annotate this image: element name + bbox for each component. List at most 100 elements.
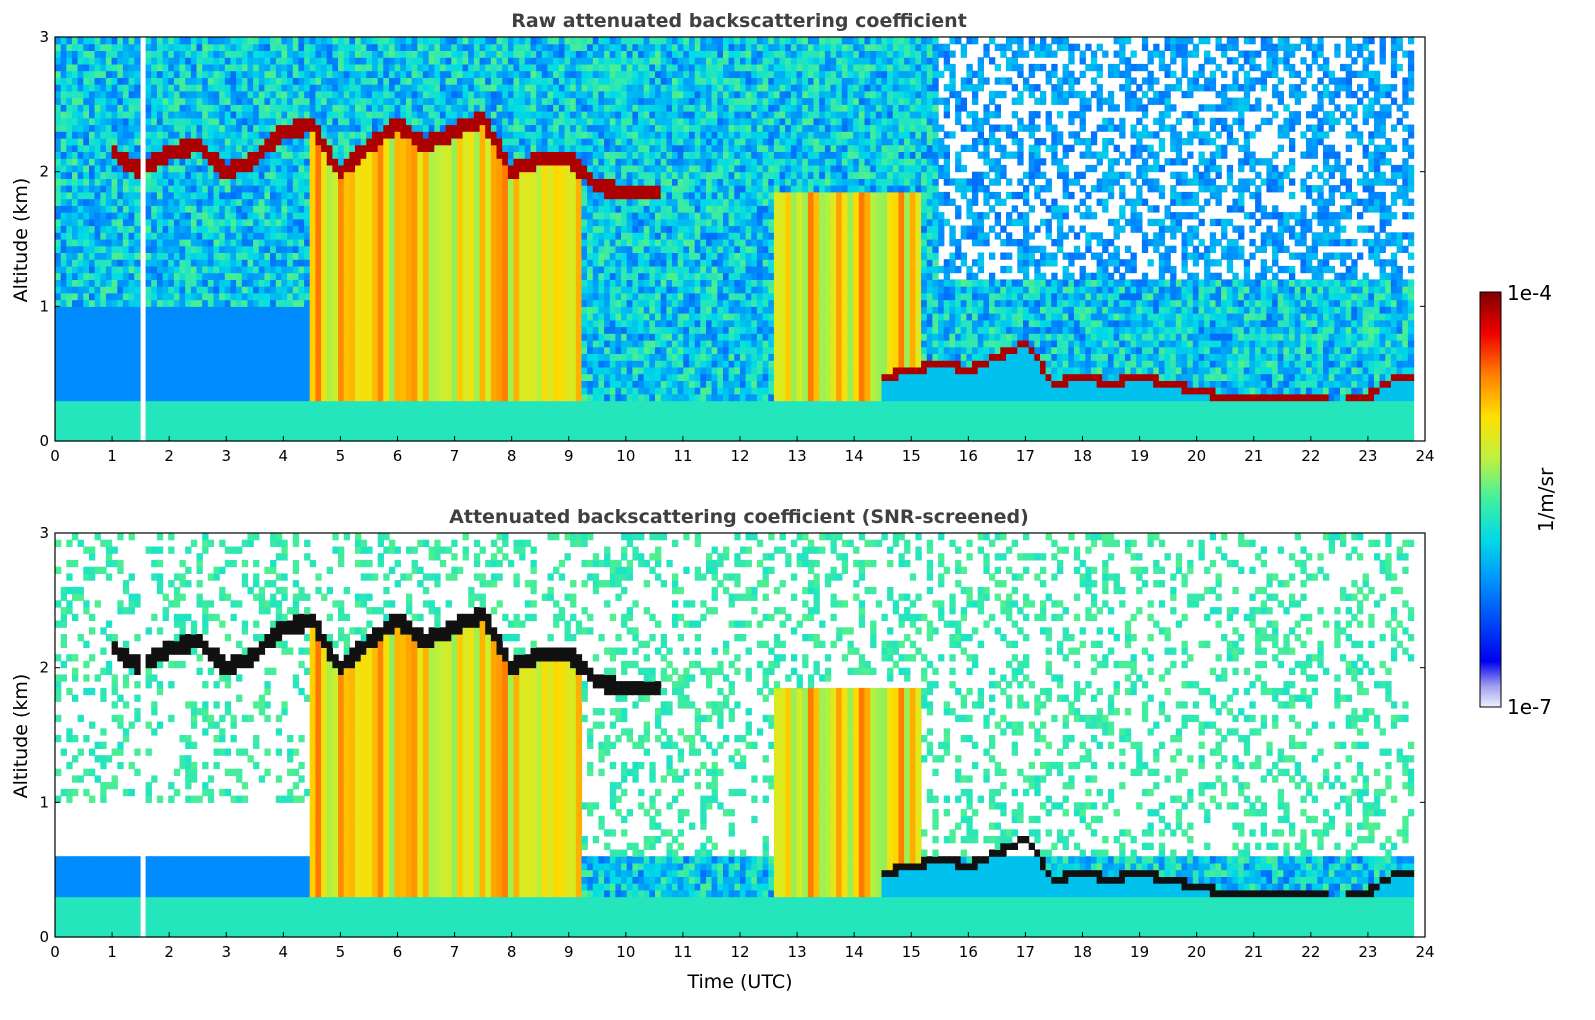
heat-cell: [106, 374, 112, 381]
heat-cell: [197, 313, 203, 320]
heat-cell: [202, 212, 208, 219]
heat-cell: [78, 327, 84, 334]
heat-cell: [168, 77, 174, 84]
heat-cell: [174, 91, 180, 98]
heat-cell: [112, 64, 118, 71]
heat-cell: [202, 354, 208, 361]
heat-cell: [72, 91, 78, 98]
heat-cell: [185, 212, 191, 219]
heat-cell: [112, 158, 118, 165]
heat-cell: [146, 380, 152, 387]
heat-cell: [146, 333, 152, 340]
heat-cell: [180, 293, 186, 300]
heat-cell: [129, 212, 135, 219]
heat-cell: [191, 340, 197, 347]
heat-cell: [174, 394, 180, 401]
heat-cell: [197, 286, 203, 293]
heat-cell: [151, 320, 157, 327]
heat-cell: [185, 192, 191, 199]
heat-cell: [197, 273, 203, 280]
heat-cell: [151, 253, 157, 260]
heat-cell: [151, 205, 157, 212]
heat-cell: [83, 266, 89, 273]
heat-cell: [157, 239, 163, 246]
heat-cell: [151, 306, 157, 313]
heat-cell: [163, 77, 169, 84]
heat-cell: [191, 44, 197, 51]
heat-cell: [83, 145, 89, 152]
heat-cell: [146, 138, 152, 145]
heat-cell: [55, 71, 61, 78]
heat-cell: [191, 253, 197, 260]
heat-cell: [197, 293, 203, 300]
heat-cell: [157, 219, 163, 226]
heat-cell: [191, 118, 197, 125]
heat-cell: [95, 165, 101, 172]
heat-cell: [61, 131, 67, 138]
heat-cell: [89, 286, 95, 293]
heat-cell: [61, 125, 67, 132]
heat-cell: [117, 98, 123, 105]
heat-cell: [72, 64, 78, 71]
heat-cell: [61, 44, 67, 51]
heat-cell: [157, 64, 163, 71]
heat-cell: [61, 360, 67, 367]
heat-cell: [129, 414, 135, 421]
heat-cell: [100, 327, 106, 334]
heat-cell: [83, 205, 89, 212]
heat-cell: [78, 428, 84, 435]
heat-cell: [151, 91, 157, 98]
heat-cell: [95, 340, 101, 347]
heat-cell: [123, 51, 129, 58]
heat-cell: [72, 306, 78, 313]
heat-cell: [163, 340, 169, 347]
heat-cell: [134, 44, 140, 51]
heat-cell: [146, 279, 152, 286]
heat-cell: [123, 185, 129, 192]
heat-cell: [89, 232, 95, 239]
heat-cell: [151, 394, 157, 401]
heat-cell: [174, 253, 180, 260]
heat-cell: [163, 152, 169, 159]
heat-cell: [78, 125, 84, 132]
heat-cell: [185, 91, 191, 98]
heat-cell: [208, 394, 214, 401]
heat-cell: [117, 286, 123, 293]
heat-cell: [100, 178, 106, 185]
heat-cell: [66, 185, 72, 192]
heat-cell: [129, 320, 135, 327]
heat-cell: [78, 246, 84, 253]
heat-cell: [55, 421, 61, 428]
heat-cell: [112, 71, 118, 78]
heat-cell: [123, 226, 129, 233]
heat-cell: [89, 354, 95, 361]
heat-cell: [66, 293, 72, 300]
heat-cell: [208, 118, 214, 125]
heat-cell: [208, 158, 214, 165]
heat-cell: [168, 165, 174, 172]
heat-cell: [123, 266, 129, 273]
heat-cell: [191, 387, 197, 394]
heat-cell: [112, 428, 118, 435]
heat-cell: [157, 394, 163, 401]
heat-cell: [163, 44, 169, 51]
heat-cell: [185, 199, 191, 206]
heat-cell: [112, 279, 118, 286]
heat-cell: [55, 407, 61, 414]
heat-cell: [100, 51, 106, 58]
heat-cell: [202, 138, 208, 145]
heat-cell: [66, 259, 72, 266]
heat-cell: [117, 205, 123, 212]
heat-cell: [100, 347, 106, 354]
heat-cell: [72, 421, 78, 428]
heat-cell: [180, 131, 186, 138]
heat-cell: [78, 394, 84, 401]
heat-cell: [202, 118, 208, 125]
heat-cell: [61, 347, 67, 354]
heat-cell: [163, 266, 169, 273]
heat-cell: [197, 279, 203, 286]
heat-cell: [134, 77, 140, 84]
heat-cell: [117, 394, 123, 401]
heat-cell: [202, 340, 208, 347]
heat-cell: [106, 414, 112, 421]
